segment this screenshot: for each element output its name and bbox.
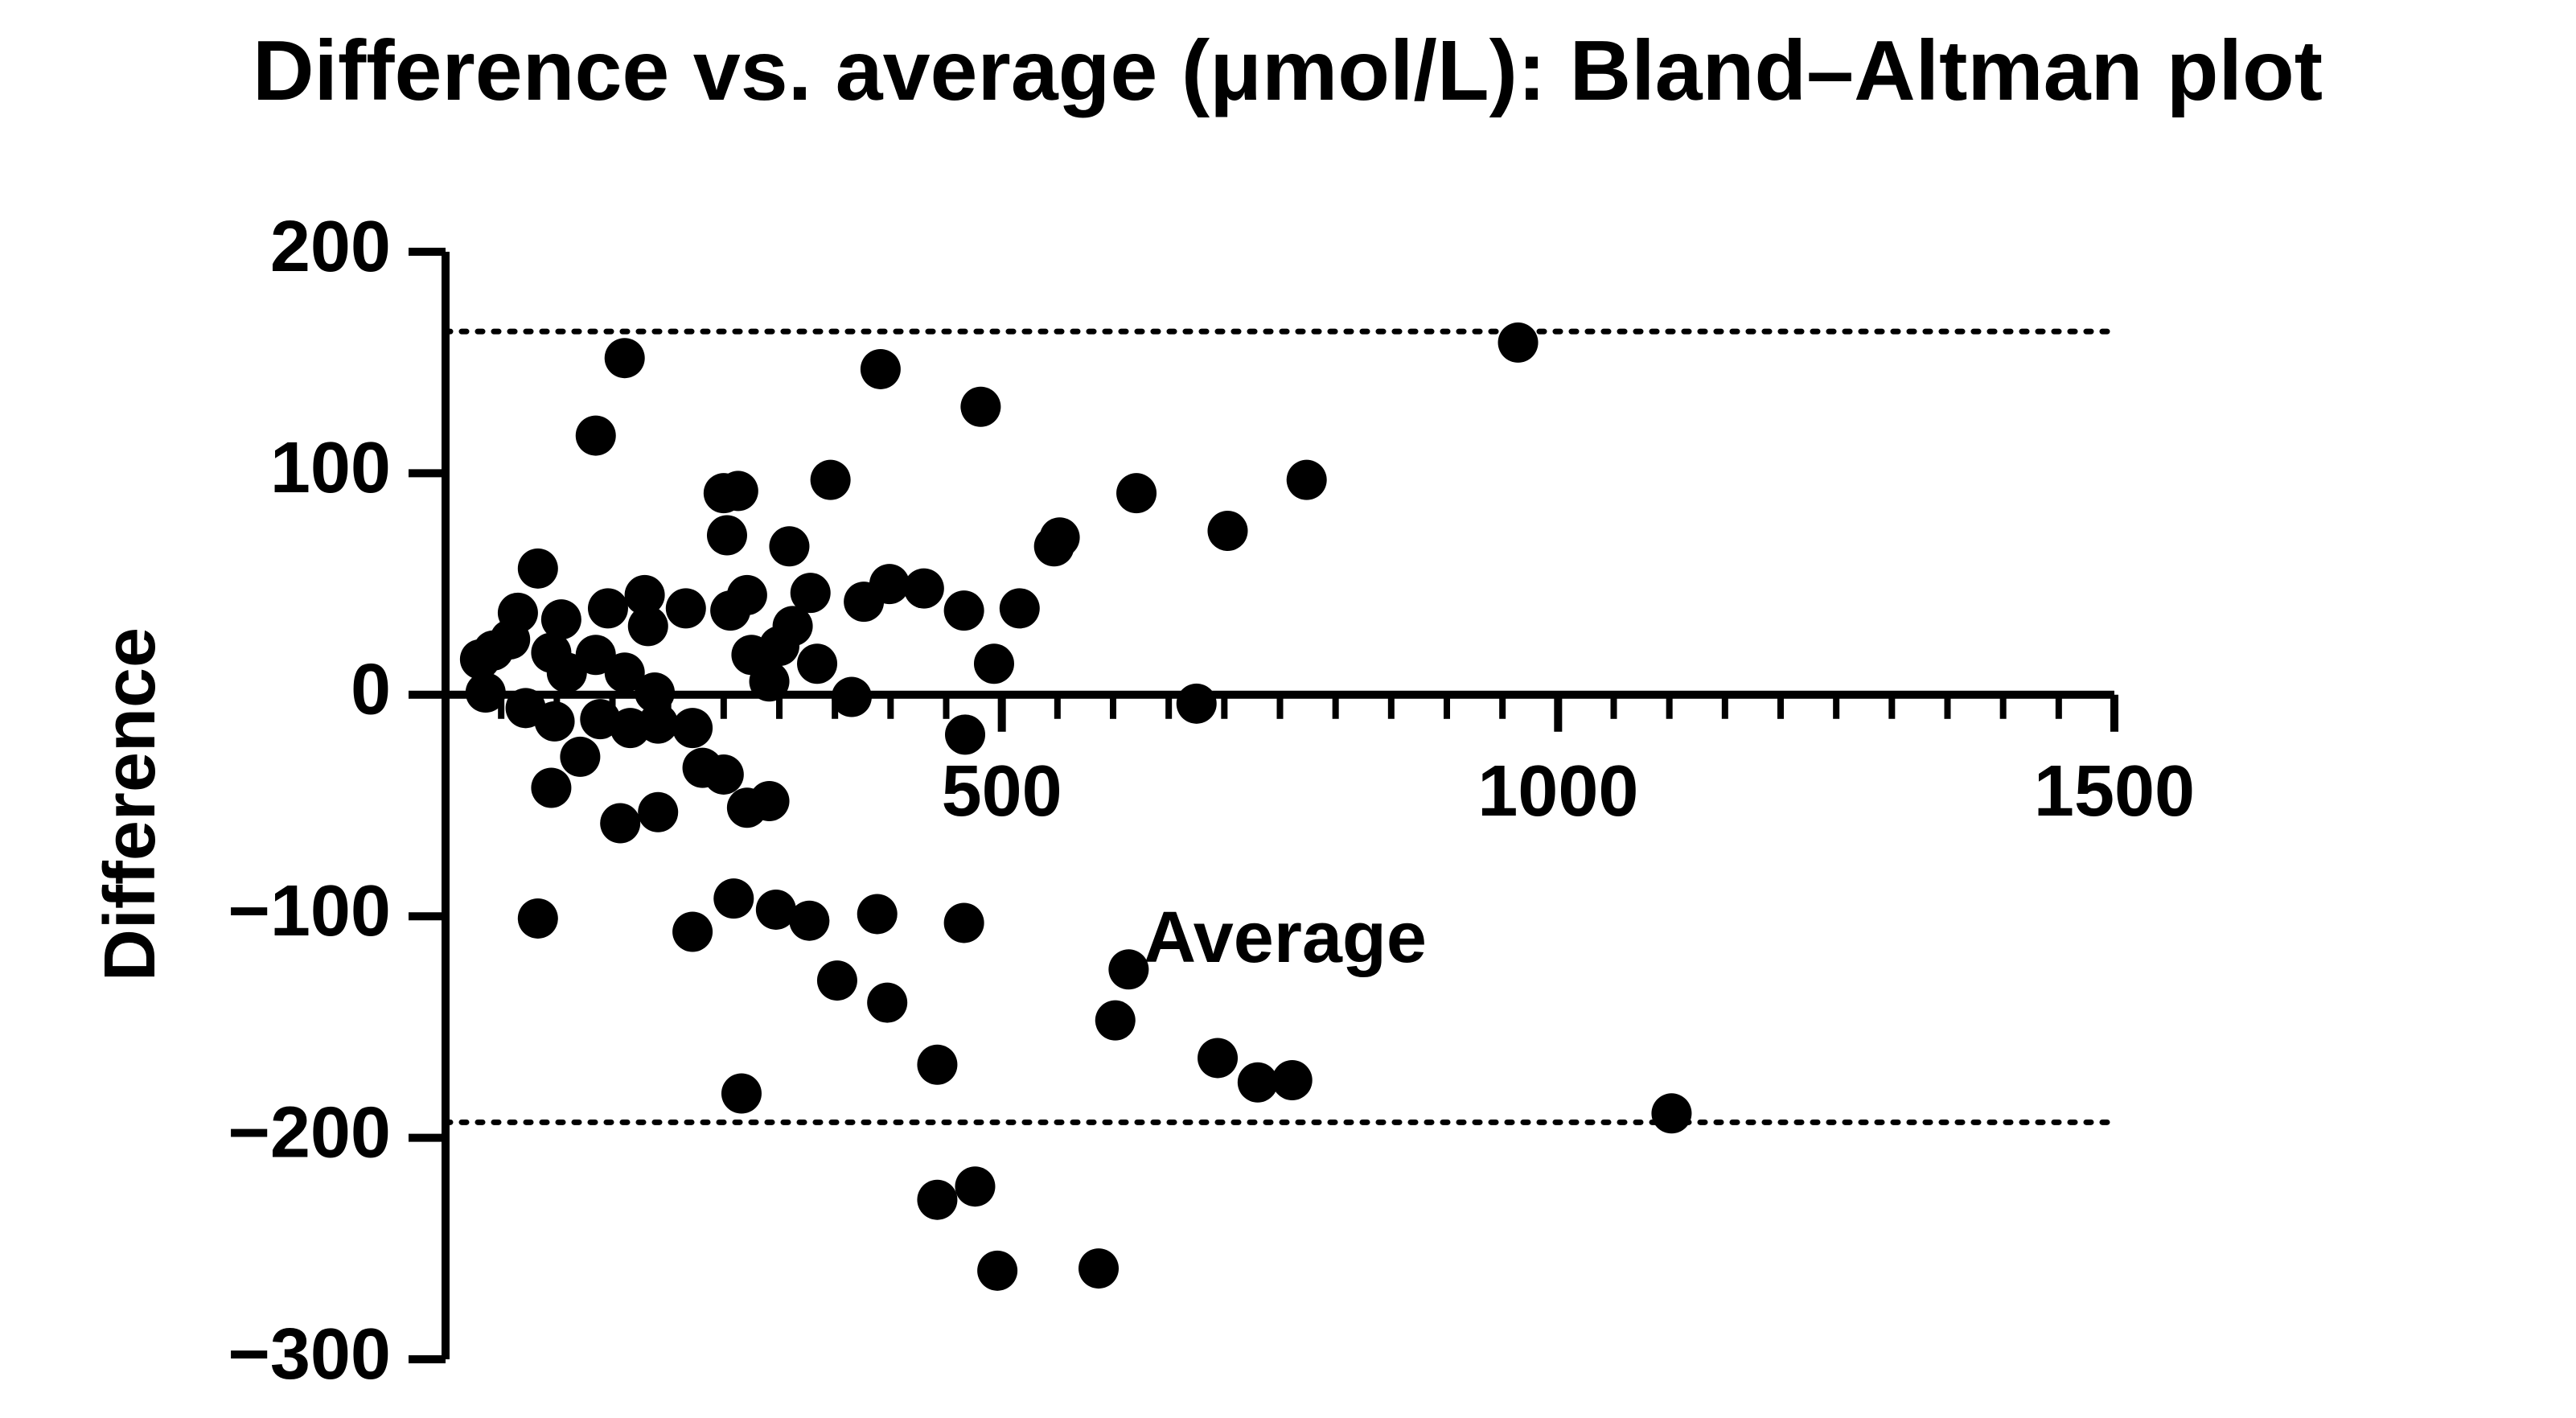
y-tick-label: −100 (228, 871, 391, 951)
data-point (575, 415, 616, 456)
data-point (575, 635, 616, 676)
data-point (867, 982, 908, 1023)
data-point (860, 348, 901, 389)
x-axis-title: Average (1144, 898, 1427, 978)
data-point (517, 548, 558, 589)
data-point (604, 652, 645, 693)
data-point (1651, 1093, 1692, 1134)
data-point (1272, 1059, 1313, 1100)
data-point (721, 1073, 762, 1114)
data-point (844, 582, 885, 623)
data-point (1033, 526, 1074, 567)
data-point (726, 787, 767, 828)
y-tick-label: 0 (351, 650, 391, 730)
data-point (797, 643, 838, 684)
x-tick-label: 1000 (1477, 751, 1638, 832)
data-point (945, 714, 986, 755)
data-point (604, 338, 645, 379)
data-point (1078, 1248, 1120, 1289)
data-point (672, 708, 713, 749)
data-point (465, 672, 506, 713)
data-point (706, 515, 747, 556)
data-point (713, 878, 754, 919)
data-point (917, 1179, 958, 1220)
data-point (999, 588, 1040, 629)
data-point (546, 652, 587, 693)
data-point (600, 803, 641, 844)
data-point (534, 701, 575, 742)
data-point (955, 1166, 996, 1207)
data-point (943, 590, 984, 631)
data-point (710, 590, 751, 631)
data-point (1108, 949, 1149, 990)
data-point (810, 459, 851, 500)
y-tick-label: −300 (228, 1314, 391, 1395)
data-point (1095, 1000, 1136, 1041)
data-point (831, 676, 872, 717)
data-point (635, 672, 676, 713)
data-point (903, 568, 944, 609)
data-point (560, 736, 601, 777)
data-point (1198, 1038, 1239, 1079)
data-point (672, 911, 713, 952)
x-tick-label: 1500 (2034, 751, 2195, 832)
data-point (1176, 683, 1217, 724)
data-point (790, 573, 831, 614)
data-point (1207, 511, 1248, 552)
data-point (789, 900, 830, 941)
y-tick-label: 200 (270, 207, 391, 287)
data-point (769, 526, 810, 567)
data-point (665, 588, 706, 629)
data-point (703, 754, 744, 795)
data-point (1116, 473, 1157, 514)
data-point (587, 588, 628, 629)
data-point (977, 1250, 1018, 1291)
data-point (490, 619, 531, 660)
y-axis-title: Difference (90, 627, 171, 981)
data-point (1498, 322, 1539, 363)
data-point (960, 386, 1001, 427)
data-point (540, 599, 581, 640)
data-point (1286, 459, 1327, 500)
data-point (638, 791, 679, 832)
data-point (1237, 1062, 1278, 1103)
data-point (749, 661, 790, 702)
y-tick-label: −200 (228, 1092, 391, 1173)
data-point (627, 606, 668, 647)
data-point (917, 1044, 958, 1085)
data-point (638, 703, 679, 744)
y-tick-label: 100 (270, 428, 391, 508)
chart-title: Difference vs. average (μmol/L): Bland–A… (253, 23, 2323, 118)
data-point (943, 902, 984, 943)
data-point (517, 898, 558, 939)
x-tick-label: 500 (942, 751, 1062, 832)
data-point (624, 574, 665, 615)
data-point (857, 894, 898, 935)
data-point (816, 960, 857, 1001)
data-point (531, 767, 572, 808)
data-point (755, 889, 796, 930)
data-point (973, 643, 1014, 684)
data-point (717, 471, 758, 512)
